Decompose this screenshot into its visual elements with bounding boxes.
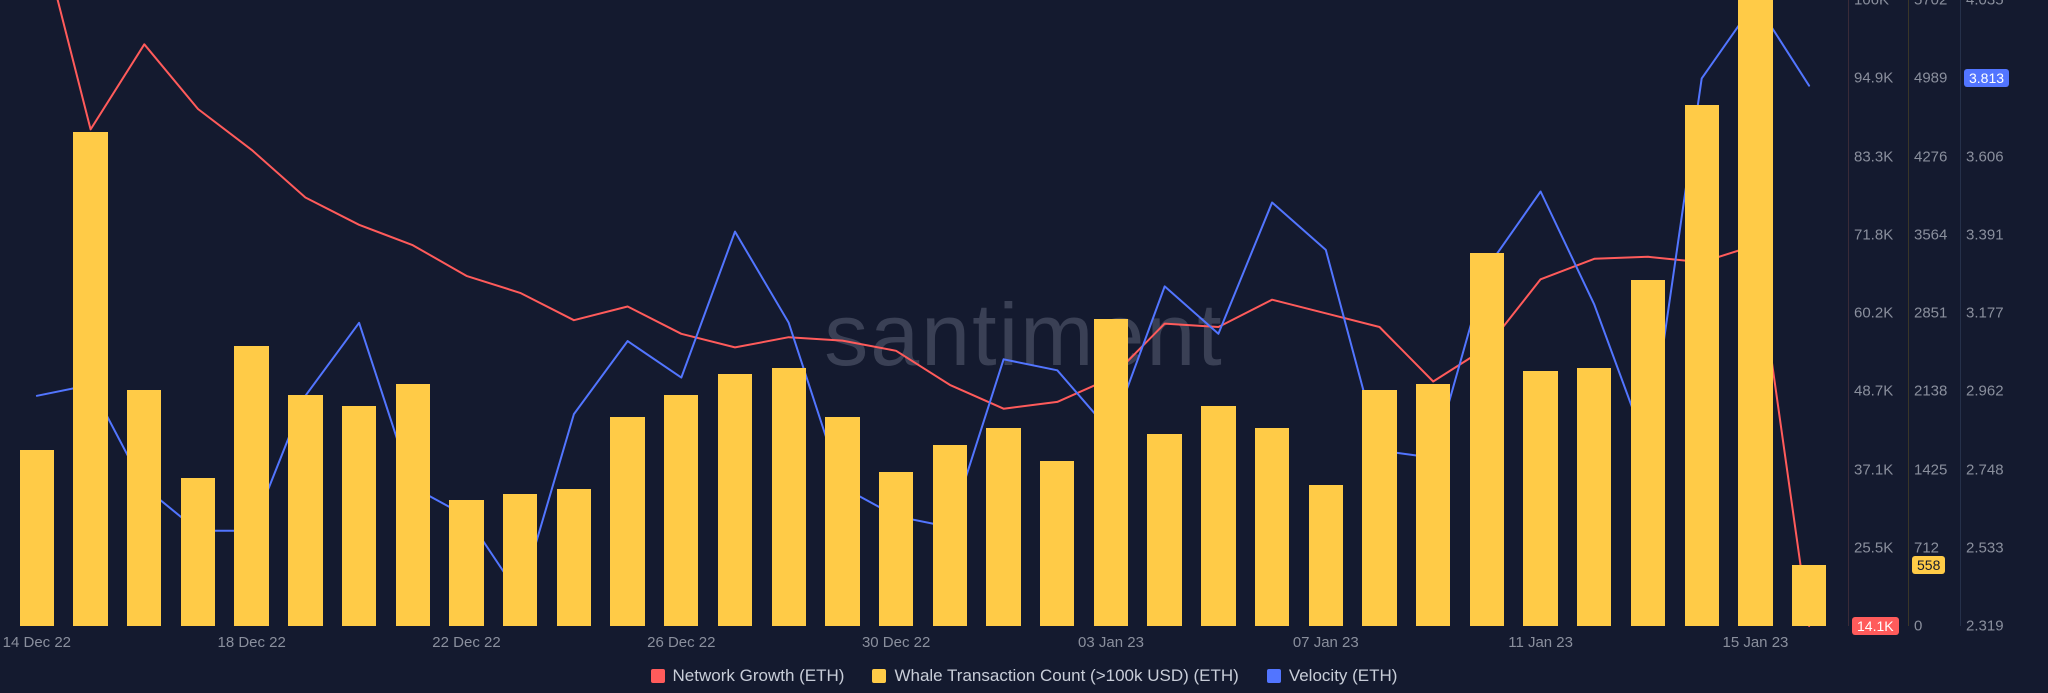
y-axis-velocity: [1960, 0, 1961, 626]
legend-label: Network Growth (ETH): [673, 666, 845, 686]
y-tick-label: 48.7K: [1854, 383, 1893, 400]
x-tick-label: 18 Dec 22: [217, 634, 285, 651]
legend-swatch: [872, 669, 886, 683]
bar: [127, 390, 161, 626]
y-tick-label: 5702: [1914, 0, 1947, 9]
legend-swatch: [651, 669, 665, 683]
y-tick-label: 4276: [1914, 148, 1947, 165]
y-tick-label: 94.9K: [1854, 70, 1893, 87]
y-tick-label: 37.1K: [1854, 461, 1893, 478]
plot-area: [10, 0, 1836, 626]
y-tick-label: 3.391: [1966, 226, 2004, 243]
x-tick-label: 22 Dec 22: [432, 634, 500, 651]
legend: Network Growth (ETH) Whale Transaction Co…: [0, 666, 2048, 686]
bar: [1738, 0, 1772, 626]
x-tick-label: 15 Jan 23: [1722, 634, 1788, 651]
bar: [933, 445, 967, 626]
y-tick-label: 2.319: [1966, 618, 2004, 635]
axis-badge-network_growth: 14.1K: [1852, 617, 1899, 635]
y-tick-label: 4.035: [1966, 0, 2004, 9]
bar: [610, 417, 644, 626]
bar: [1577, 368, 1611, 626]
bar: [1792, 565, 1826, 626]
y-tick-label: 3564: [1914, 226, 1947, 243]
bar: [1147, 434, 1181, 626]
bar: [1201, 406, 1235, 626]
bar: [1309, 485, 1343, 626]
legend-item: Velocity (ETH): [1267, 666, 1398, 686]
y-tick-label: 2851: [1914, 305, 1947, 322]
legend-label: Whale Transaction Count (>100k USD) (ETH…: [894, 666, 1238, 686]
bar: [718, 374, 752, 627]
bar: [1631, 280, 1665, 626]
bar: [1040, 461, 1074, 626]
axis-badge-velocity: 3.813: [1964, 69, 2009, 87]
y-tick-label: 1425: [1914, 461, 1947, 478]
y-tick-label: 25.5K: [1854, 539, 1893, 556]
bar: [1362, 390, 1396, 626]
axis-badge-whale_tx: 558: [1912, 556, 1945, 574]
bar: [1523, 371, 1557, 626]
bar: [234, 346, 268, 626]
bar: [772, 368, 806, 626]
bar: [825, 417, 859, 626]
y-tick-label: 2.962: [1966, 383, 2004, 400]
x-tick-label: 11 Jan 23: [1508, 634, 1573, 651]
y-tick-label: 2138: [1914, 383, 1947, 400]
y-tick-label: 3.606: [1966, 148, 2004, 165]
bar: [1416, 384, 1450, 626]
bar: [879, 472, 913, 626]
bar: [396, 384, 430, 626]
line-series-layer: [10, 0, 1836, 626]
y-tick-label: 3.177: [1966, 305, 2004, 322]
x-tick-label: 30 Dec 22: [862, 634, 930, 651]
chart-root: santiment 14 Dec 2218 Dec 2222 Dec 2226 …: [0, 0, 2048, 693]
bar: [73, 132, 107, 626]
y-tick-label: 106K: [1854, 0, 1889, 9]
bar: [449, 500, 483, 626]
y-tick-label: 712: [1914, 539, 1939, 556]
bar: [181, 478, 215, 626]
x-tick-label: 26 Dec 22: [647, 634, 715, 651]
bar: [342, 406, 376, 626]
legend-label: Velocity (ETH): [1289, 666, 1398, 686]
bar: [1094, 319, 1128, 626]
y-tick-label: 2.533: [1966, 539, 2004, 556]
legend-item: Network Growth (ETH): [651, 666, 845, 686]
y-tick-label: 71.8K: [1854, 226, 1893, 243]
legend-item: Whale Transaction Count (>100k USD) (ETH…: [872, 666, 1238, 686]
bar: [664, 395, 698, 626]
bar: [986, 428, 1020, 626]
legend-swatch: [1267, 669, 1281, 683]
y-axis-whale_tx: [1908, 0, 1909, 626]
x-tick-label: 14 Dec 22: [3, 634, 71, 651]
bar: [1470, 253, 1504, 626]
bar: [557, 489, 591, 626]
bar: [503, 494, 537, 626]
bar: [288, 395, 322, 626]
x-tick-label: 07 Jan 23: [1293, 634, 1359, 651]
bar: [1255, 428, 1289, 626]
y-axis-network_growth: [1848, 0, 1849, 626]
x-tick-label: 03 Jan 23: [1078, 634, 1144, 651]
bar: [20, 450, 54, 626]
bar: [1685, 105, 1719, 626]
y-tick-label: 2.748: [1966, 461, 2004, 478]
y-tick-label: 0: [1914, 618, 1922, 635]
y-tick-label: 60.2K: [1854, 305, 1893, 322]
y-tick-label: 4989: [1914, 70, 1947, 87]
y-tick-label: 83.3K: [1854, 148, 1893, 165]
